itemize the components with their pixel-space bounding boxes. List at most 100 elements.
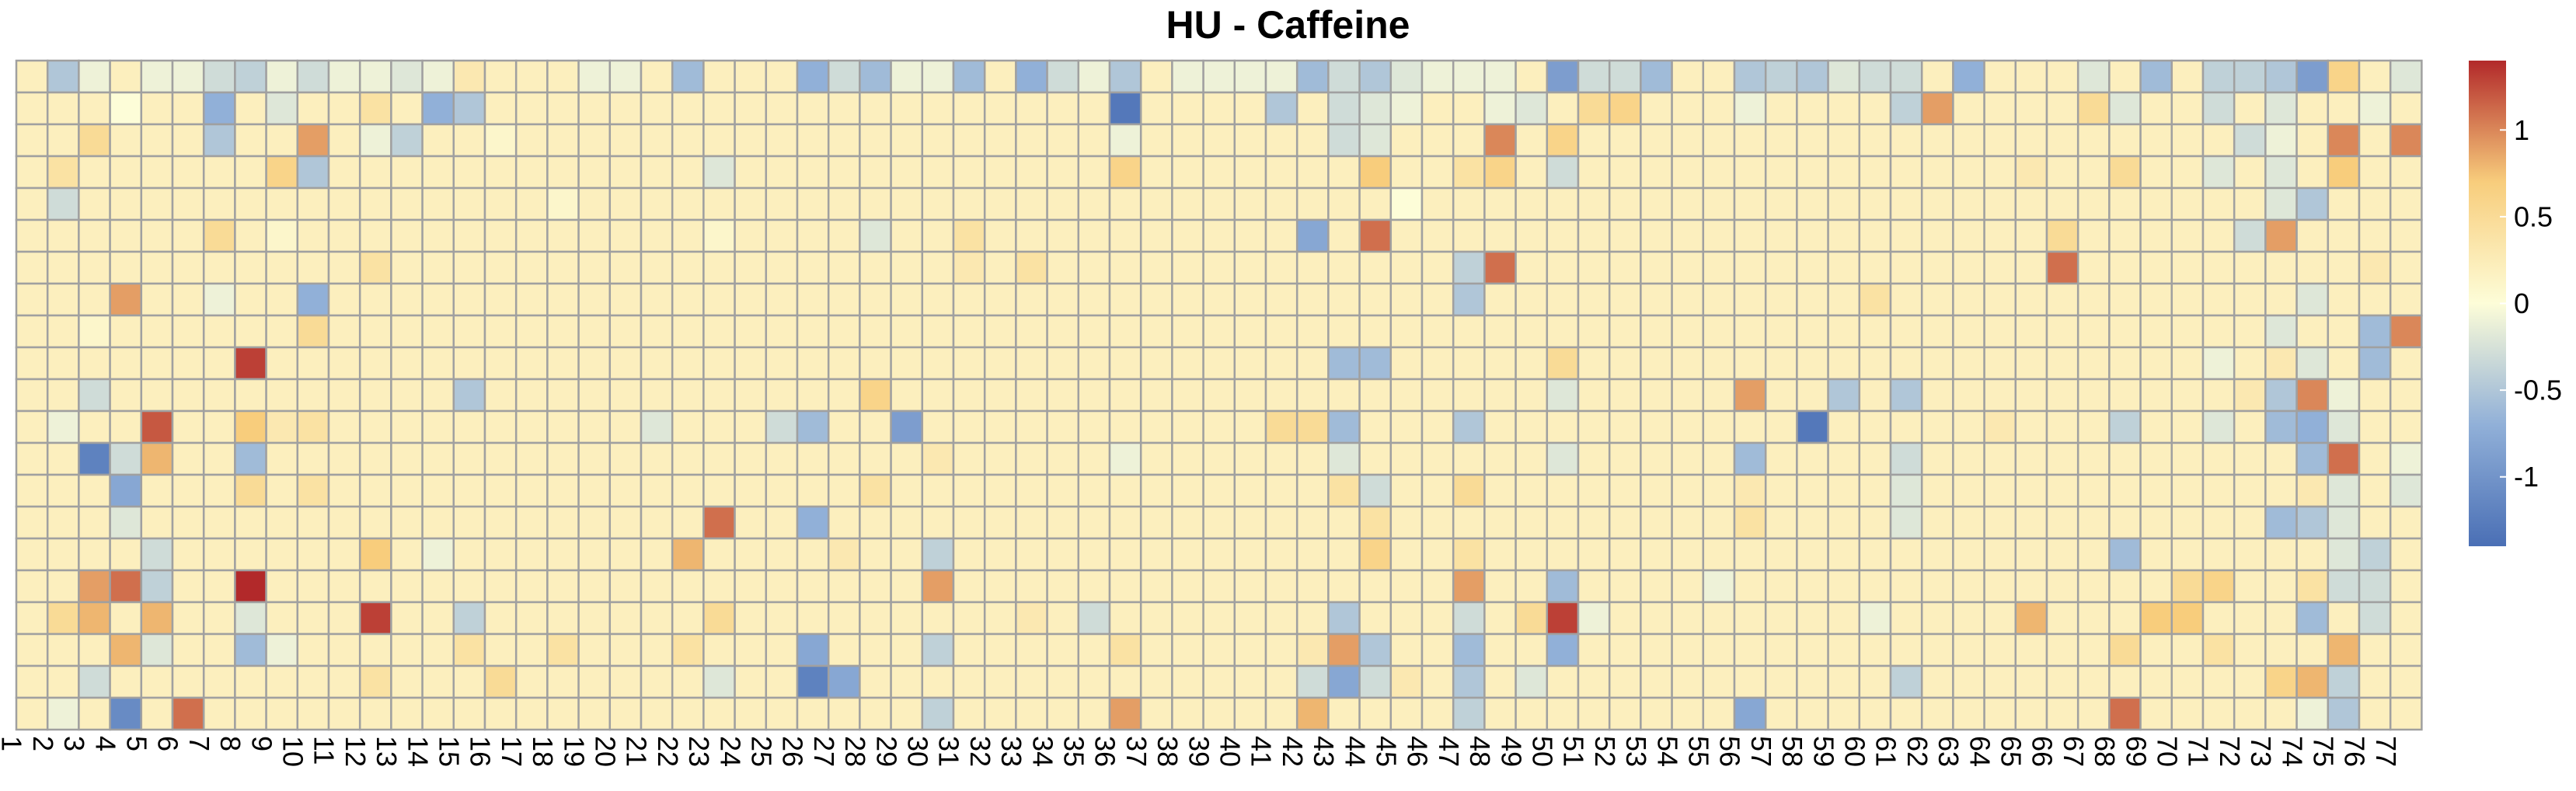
heatmap-cell — [983, 473, 1017, 508]
heatmap-cell — [1515, 59, 1549, 94]
heatmap-cell — [1171, 441, 1204, 476]
heatmap-cell — [1327, 218, 1361, 253]
heatmap-cell — [608, 218, 643, 253]
heatmap-cell — [1295, 123, 1330, 158]
x-tick-label: 6 — [152, 736, 184, 751]
heatmap-cell — [702, 537, 736, 572]
legend-tick-label: -1 — [2514, 461, 2539, 493]
heatmap-cell — [796, 537, 830, 572]
heatmap-cell — [796, 91, 830, 126]
heatmap-cell — [1171, 346, 1204, 381]
heatmap-cell — [1858, 409, 1892, 444]
heatmap-cell — [1420, 282, 1455, 317]
heatmap-cell — [796, 473, 830, 508]
heatmap-cell — [1858, 601, 1892, 636]
x-tick-label: 1 — [0, 736, 28, 751]
heatmap-cell — [640, 314, 674, 349]
heatmap-cell — [608, 186, 643, 221]
heatmap-cell — [765, 123, 799, 158]
heatmap-cell — [577, 346, 612, 381]
heatmap-cell — [1077, 473, 1111, 508]
heatmap-cell — [2295, 250, 2330, 285]
heatmap-cell — [2295, 155, 2330, 190]
heatmap-cell — [2358, 346, 2392, 381]
heatmap-cell — [2076, 409, 2111, 444]
heatmap-cell — [1046, 409, 1080, 444]
heatmap-cell — [327, 441, 361, 476]
heatmap-cell — [2045, 632, 2079, 667]
heatmap-cell — [2014, 250, 2048, 285]
heatmap-cell — [46, 155, 80, 190]
heatmap-cell — [1452, 569, 1486, 604]
heatmap-cell — [1515, 346, 1549, 381]
heatmap-cell — [1108, 346, 1142, 381]
heatmap-cell — [890, 569, 924, 604]
heatmap-cell — [1889, 250, 1923, 285]
heatmap-cell — [514, 314, 549, 349]
heatmap-cell — [702, 250, 736, 285]
heatmap-cell — [1858, 91, 1892, 126]
heatmap-cell — [1327, 409, 1361, 444]
heatmap-cell — [2264, 218, 2298, 253]
heatmap-cell — [1764, 601, 1798, 636]
heatmap-cell — [1671, 537, 1705, 572]
heatmap-cell — [78, 59, 111, 94]
heatmap-cell — [577, 441, 612, 476]
heatmap-cell — [2014, 696, 2048, 731]
heatmap-cell — [1796, 250, 1829, 285]
heatmap-cell — [1295, 696, 1330, 731]
heatmap-cell — [1983, 632, 2017, 667]
heatmap-cell — [577, 314, 612, 349]
heatmap-cell — [1483, 409, 1517, 444]
heatmap-cell — [1577, 123, 1611, 158]
heatmap-cell — [734, 473, 768, 508]
heatmap-cell — [2233, 378, 2267, 413]
heatmap-cell — [296, 282, 330, 317]
heatmap-cell — [140, 537, 174, 572]
heatmap-cell — [1015, 569, 1048, 604]
x-tick-label: 11 — [308, 736, 340, 765]
heatmap-cell — [1171, 378, 1204, 413]
heatmap-cell — [2170, 409, 2205, 444]
heatmap-cell — [452, 378, 486, 413]
heatmap-cell — [1889, 218, 1923, 253]
heatmap-cell — [2108, 537, 2142, 572]
heatmap-cell — [1483, 601, 1517, 636]
heatmap-cell — [546, 378, 580, 413]
heatmap-cell — [327, 409, 361, 444]
heatmap-cell — [1233, 123, 1267, 158]
heatmap-cell — [1358, 696, 1393, 731]
heatmap-cell — [1139, 505, 1173, 540]
heatmap-cell — [1483, 569, 1517, 604]
heatmap-cell — [1233, 632, 1267, 667]
heatmap-cell — [1764, 314, 1798, 349]
heatmap-cell — [608, 155, 643, 190]
heatmap-cell — [1295, 473, 1330, 508]
heatmap-cells — [15, 59, 2423, 731]
heatmap-cell — [1983, 218, 2017, 253]
heatmap-cell — [1889, 314, 1923, 349]
heatmap-cell — [577, 632, 612, 667]
heatmap-cell — [2327, 409, 2361, 444]
heatmap-cell — [2108, 632, 2142, 667]
heatmap-cell — [109, 346, 143, 381]
heatmap-cell — [827, 696, 861, 731]
heatmap-cell — [1952, 346, 1985, 381]
heatmap-cell — [1733, 505, 1767, 540]
heatmap-cell — [1389, 218, 1424, 253]
heatmap-cell — [1108, 505, 1142, 540]
heatmap-cell — [1327, 378, 1361, 413]
heatmap-cell — [577, 696, 612, 731]
heatmap-cell — [1295, 409, 1330, 444]
heatmap-cell — [202, 155, 236, 190]
heatmap-cell — [827, 664, 861, 699]
heatmap-cell — [546, 696, 580, 731]
heatmap-cell — [1295, 346, 1330, 381]
heatmap-cell — [2170, 186, 2205, 221]
heatmap-cell — [234, 632, 267, 667]
heatmap-cell — [1671, 505, 1705, 540]
heatmap-cell — [827, 123, 861, 158]
heatmap-cell — [577, 59, 612, 94]
heatmap-cell — [234, 91, 267, 126]
heatmap-cell — [921, 186, 955, 221]
